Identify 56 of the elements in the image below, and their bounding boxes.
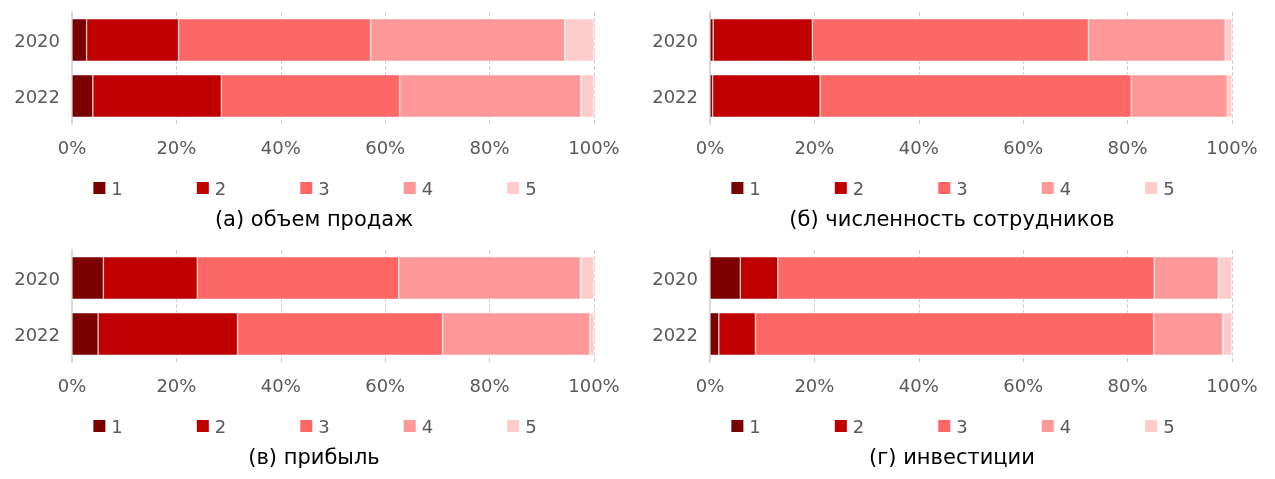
legend-label: 4 (1059, 177, 1072, 199)
legend-label: 3 (956, 177, 968, 199)
x-tick-label: 20% (156, 374, 197, 396)
legend-label: 4 (421, 177, 434, 199)
x-tick-label: 40% (898, 374, 939, 396)
legend-label: 1 (111, 415, 123, 437)
y-tick-label: 2020 (14, 29, 60, 51)
legend-label: 5 (525, 415, 537, 437)
x-tick-label: 20% (156, 136, 197, 158)
x-tick-label: 0% (695, 374, 725, 396)
x-tick-label: 40% (898, 136, 939, 158)
x-tick-label: 80% (1107, 136, 1148, 158)
y-tick-label: 2020 (652, 29, 698, 51)
x-tick-label: 100% (568, 136, 620, 158)
text: (г) инвестиции (869, 444, 1035, 469)
legend-label: 3 (956, 415, 968, 437)
x-tick-label: 80% (469, 136, 510, 158)
x-tick-label: 60% (365, 136, 406, 158)
y-tick-label: 2020 (652, 267, 698, 289)
text: (а) объем продаж (214, 206, 414, 231)
x-tick-label: 0% (57, 136, 87, 158)
legend-label: 3 (318, 415, 330, 437)
legend-label: 2 (214, 177, 227, 199)
legend-label: 5 (525, 177, 537, 199)
x-tick-label: 100% (568, 374, 620, 396)
text: (б) численность сотрудников (789, 206, 1115, 231)
legend-label: 1 (749, 415, 761, 437)
legend-label: 5 (1163, 177, 1175, 199)
legend-label: 1 (749, 177, 761, 199)
y-tick-label: 2022 (14, 323, 60, 345)
legend-label: 5 (1163, 415, 1175, 437)
legend-label: 2 (852, 177, 865, 199)
x-tick-label: 0% (695, 136, 725, 158)
x-tick-label: 100% (1206, 374, 1258, 396)
y-tick-label: 2022 (652, 323, 698, 345)
text: (в) прибыль (248, 444, 380, 469)
x-tick-label: 40% (260, 136, 301, 158)
legend-label: 2 (214, 415, 227, 437)
y-tick-label: 2020 (14, 267, 60, 289)
x-tick-label: 80% (469, 374, 510, 396)
x-tick-label: 80% (1107, 374, 1148, 396)
x-tick-label: 40% (260, 374, 301, 396)
legend-label: 3 (318, 177, 330, 199)
legend-label: 1 (111, 177, 123, 199)
legend-label: 4 (421, 415, 434, 437)
y-tick-label: 2022 (14, 85, 60, 107)
legend-label: 4 (1059, 415, 1072, 437)
x-tick-label: 60% (1003, 374, 1044, 396)
x-tick-label: 0% (57, 374, 87, 396)
x-tick-label: 100% (1206, 136, 1258, 158)
y-tick-label: 2022 (652, 85, 698, 107)
legend-label: 2 (852, 415, 865, 437)
x-tick-label: 60% (1003, 136, 1044, 158)
x-tick-label: 20% (794, 136, 835, 158)
x-tick-label: 20% (794, 374, 835, 396)
x-tick-label: 60% (365, 374, 406, 396)
